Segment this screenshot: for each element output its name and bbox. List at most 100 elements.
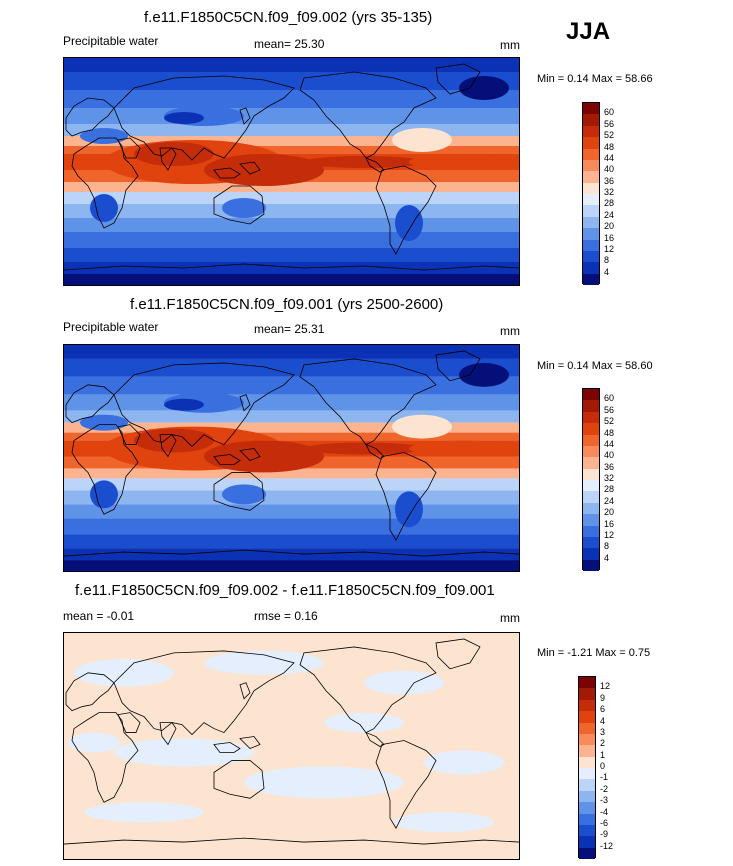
colorbar-tick-label: 8: [604, 541, 610, 552]
panel-2-mean: mean= 25.31: [254, 322, 325, 336]
coastline: [71, 424, 139, 515]
panel-1-minmax: Min = 0.14 Max = 58.66: [537, 73, 653, 85]
coastline: [113, 362, 295, 448]
field-blob: [134, 428, 214, 453]
coastline: [239, 107, 251, 125]
field-band: [64, 274, 519, 285]
field-blob: [304, 156, 424, 168]
colorbar-tick-label: 4: [604, 266, 610, 277]
colorbar-tick-label: -6: [600, 817, 609, 828]
colorbar-swatch: [583, 239, 599, 251]
colorbar-swatch: [583, 491, 599, 503]
colorbar-tick-label: 32: [604, 473, 615, 483]
field-band: [64, 534, 519, 549]
coastline: [239, 161, 261, 175]
colorbar-swatch: [583, 434, 599, 446]
field-blob: [392, 128, 452, 152]
colorbar-swatch: [583, 457, 599, 469]
coastline: [159, 147, 177, 171]
coastline: [64, 549, 519, 557]
colorbar-swatch: [583, 194, 599, 206]
colorbar-tick-label: 28: [604, 198, 615, 209]
colorbar-swatch: [579, 733, 595, 746]
panel-1-mean: mean= 25.30: [254, 37, 325, 51]
field-band: [64, 394, 519, 411]
season-label: JJA: [566, 18, 611, 45]
coastline: [213, 472, 265, 511]
field-band: [64, 560, 519, 571]
colorbar-swatch: [579, 847, 595, 859]
field-blob: [394, 812, 494, 833]
coastline: [435, 638, 481, 670]
colorbar-tick-label: 9: [600, 692, 606, 703]
colorbar-swatch: [579, 790, 595, 803]
colorbar-tick-label: 52: [604, 416, 615, 427]
panel-1-variable-label: Precipitable water: [63, 34, 159, 48]
colorbar-swatch: [583, 159, 599, 172]
field-band: [64, 232, 519, 248]
colorbar-tick-label: 3: [600, 726, 606, 737]
coastline: [117, 137, 141, 159]
colorbar-tick-label: 0: [600, 761, 606, 771]
coastline: [299, 646, 437, 734]
colorbar-tick-label: -12: [600, 840, 614, 851]
panel-3-map: [63, 632, 520, 860]
coastline: [375, 165, 437, 255]
field-blob: [395, 491, 423, 528]
colorbar-swatch: [579, 711, 595, 723]
field-band: [64, 124, 519, 136]
panel-2-minmax: Min = 0.14 Max = 58.60: [537, 360, 653, 372]
field-band: [64, 504, 519, 519]
panel-1-units: mm: [500, 38, 520, 52]
field-blob: [164, 112, 204, 124]
field-band: [64, 248, 519, 262]
colorbar-tick-label: 36: [604, 175, 615, 186]
colorbar-swatch: [579, 699, 595, 712]
panel-3-rmse: rmse = 0.16: [254, 609, 318, 623]
field-blob: [222, 484, 266, 505]
field-blob: [204, 650, 324, 675]
field-band: [64, 182, 519, 192]
panel-2-variable-label: Precipitable water: [63, 320, 159, 334]
field-blob: [164, 398, 204, 411]
coastline: [65, 384, 115, 424]
field-blob: [90, 480, 118, 509]
field-blob: [80, 414, 128, 431]
field-blob: [244, 766, 404, 799]
coastline: [117, 712, 141, 733]
colorbar-swatch: [579, 779, 595, 791]
field-blob: [114, 738, 254, 767]
colorbar-tick-label: 4: [600, 715, 606, 726]
field-blob: [324, 712, 404, 733]
colorbar-swatch: [579, 836, 595, 848]
colorbar-tick-label: -1: [600, 772, 609, 783]
coastline: [64, 263, 519, 271]
field-blob: [424, 750, 504, 775]
colorbar-swatch: [583, 228, 599, 240]
panel-2-colorbar: [582, 388, 600, 571]
field-blob: [395, 205, 423, 241]
colorbar-swatch: [583, 514, 599, 526]
panel-3-colorbar: [578, 676, 596, 859]
field-blob: [392, 414, 452, 439]
field-band: [64, 58, 519, 72]
field-blob: [84, 802, 204, 823]
colorbar-tick-label: 48: [604, 141, 615, 152]
field-band: [64, 108, 519, 124]
panel-1-title: f.e11.F1850C5CN.f09_f09.002 (yrs 35-135): [144, 9, 433, 26]
field-band: [64, 410, 519, 423]
field-band: [64, 490, 519, 505]
colorbar-tick-label: 16: [604, 518, 615, 529]
colorbar-tick-label: 28: [604, 484, 615, 495]
colorbar-tick-label: 8: [604, 255, 610, 266]
colorbar-tick-label: 2: [600, 738, 606, 749]
colorbar-tick-label: 12: [604, 243, 615, 254]
field-band: [64, 136, 519, 146]
colorbar-tick-label: 44: [604, 438, 615, 449]
field-blob: [204, 154, 324, 186]
colorbar-tick-label: 36: [604, 461, 615, 472]
field-blob: [364, 670, 444, 695]
colorbar-swatch: [583, 103, 599, 115]
colorbar-tick-label: -9: [600, 829, 609, 840]
field-blob: [68, 732, 120, 753]
